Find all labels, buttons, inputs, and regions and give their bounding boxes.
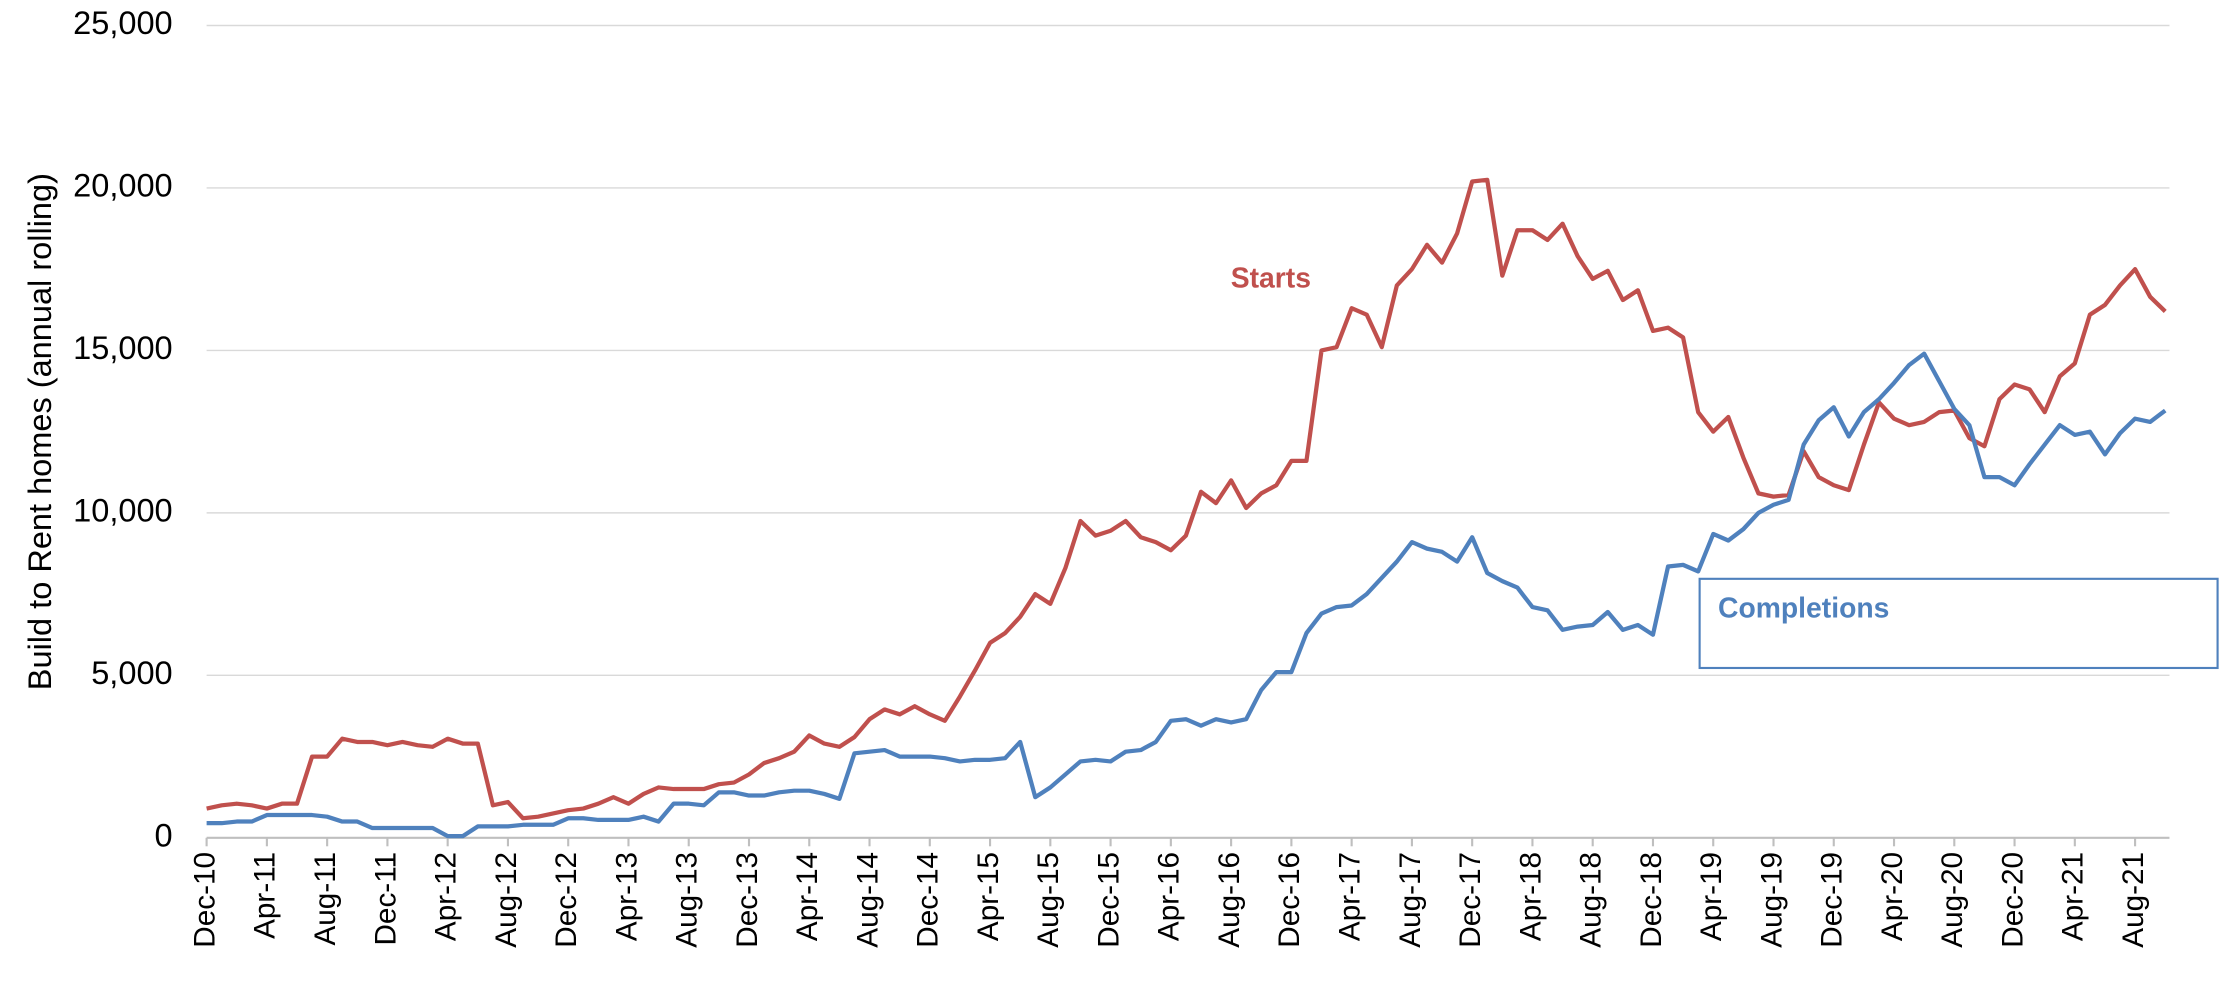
grid: [206, 24, 2170, 677]
x-tick-label: Apr-12: [430, 852, 463, 941]
x-tick-label: Aug-14: [851, 852, 884, 948]
x-tick-label: Apr-11: [249, 852, 282, 939]
y-tick-label: 20,000: [73, 168, 173, 204]
x-tick-label: Apr-14: [791, 852, 824, 941]
series-line: [206, 351, 2167, 839]
y-tick-label: 5,000: [91, 655, 172, 691]
x-tick-label: Apr-21: [2057, 852, 2090, 941]
x-tick-label: Apr-19: [1695, 852, 1728, 941]
x-tick-label: Apr-16: [1153, 852, 1186, 941]
x-tick-label: Aug-11: [309, 852, 342, 946]
x-tick-label: Dec-10: [188, 852, 221, 948]
x-tick-label: Dec-20: [1996, 852, 2029, 948]
x-tick-label: Apr-13: [610, 852, 643, 941]
x-tick-label: Apr-17: [1333, 852, 1366, 941]
x-tick-label: Dec-12: [550, 852, 583, 948]
x-tick-label: Dec-18: [1635, 852, 1668, 948]
annotation-box: [1698, 577, 2219, 670]
x-tick-label: Aug-18: [1575, 852, 1608, 948]
x-tick-label: Aug-13: [671, 852, 704, 948]
x-tick-label: Aug-15: [1032, 852, 1065, 948]
series-label: Completions: [1718, 591, 1889, 623]
x-tick-label: Dec-17: [1454, 852, 1487, 948]
series-label: Starts: [1231, 262, 1311, 294]
x-tick-label: Aug-20: [1936, 852, 1969, 948]
x-tick-label: Aug-16: [1213, 852, 1246, 948]
x-tick-label: Dec-11: [369, 852, 402, 946]
x-tick-label: Dec-14: [912, 852, 945, 948]
x-tick-label: Aug-17: [1394, 852, 1427, 948]
x-tick-label: Apr-18: [1514, 852, 1547, 941]
x-tick-label: Aug-19: [1755, 852, 1788, 948]
x-tick-label: Aug-21: [2117, 852, 2150, 948]
y-tick-label: 25,000: [73, 5, 173, 41]
y-tick-label: 0: [155, 817, 173, 853]
y-tick-label: 10,000: [73, 492, 173, 528]
x-tick-label: Dec-15: [1092, 852, 1125, 948]
x-tick-label: Dec-13: [731, 852, 764, 948]
x-tick-label: Aug-12: [490, 852, 523, 948]
series-line: [206, 177, 2167, 821]
x-tick-label: Dec-19: [1816, 852, 1849, 948]
y-tick-label: 15,000: [73, 330, 173, 366]
x-tick-label: Dec-16: [1273, 852, 1306, 948]
y-axis-label: Build to Rent homes (annual rolling): [22, 173, 58, 690]
x-tick-label: Apr-20: [1876, 852, 1909, 941]
x-tick-label: Apr-15: [972, 852, 1005, 941]
